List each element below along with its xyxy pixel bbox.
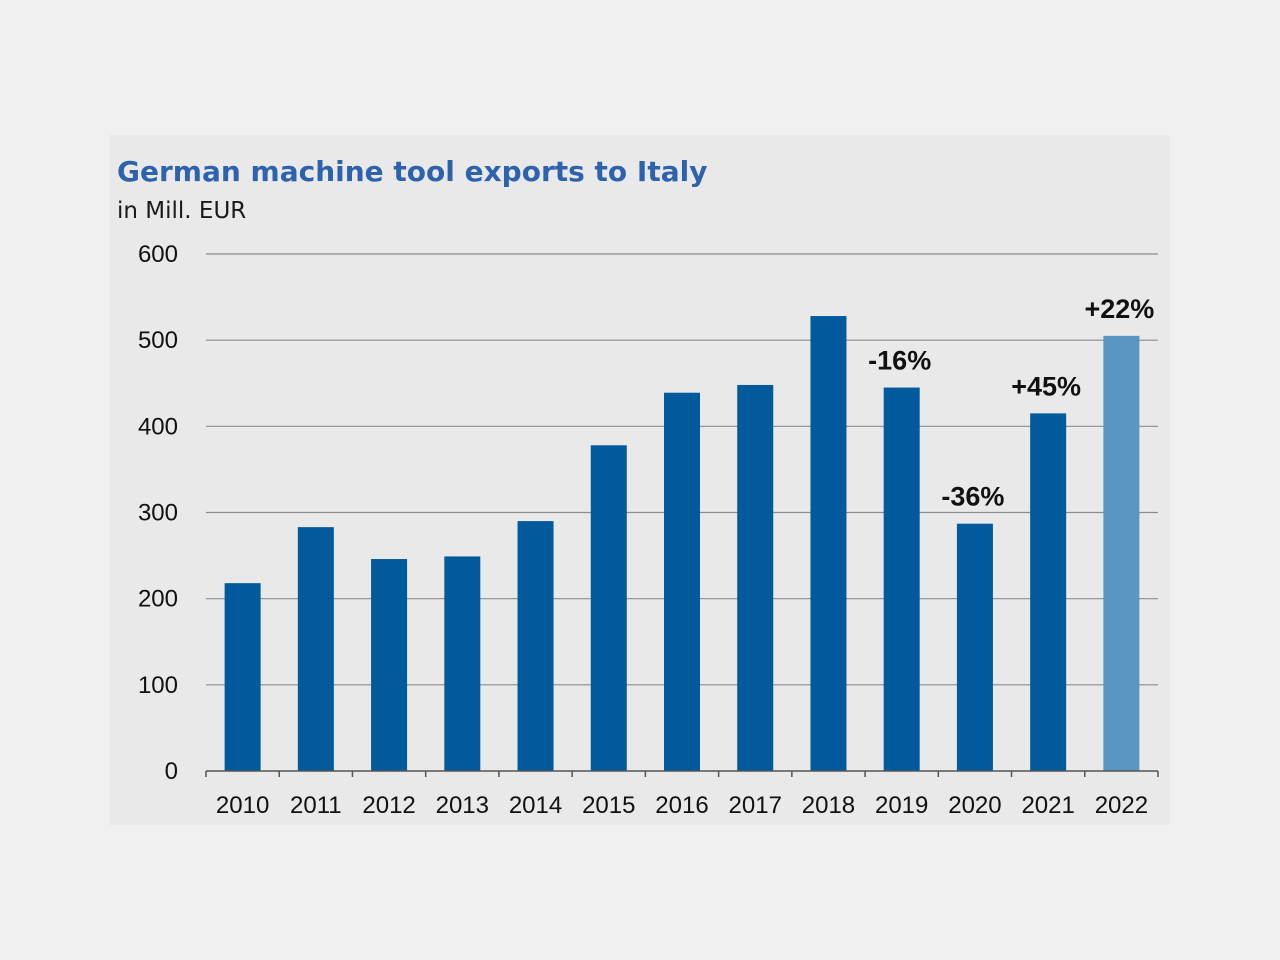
x-tick-label-2014: 2014: [509, 792, 562, 819]
y-tick-label-0: 0: [165, 758, 178, 785]
data-labels: -16% -36% +45% +22%: [868, 294, 1154, 512]
x-tick-label-2013: 2013: [436, 792, 489, 819]
x-axis: [205, 770, 1159, 777]
data-label-2022: +22%: [1084, 294, 1154, 324]
x-tick-label-2018: 2018: [802, 792, 855, 819]
chart-panel: German machine tool exports to Italy in …: [109, 135, 1170, 825]
x-tick-label-2015: 2015: [582, 792, 635, 819]
bar-2013: [444, 556, 481, 771]
x-tick-label-2017: 2017: [729, 792, 782, 819]
bar-chart: 0 100 200 300 400 500 600 2010 2011 2012 2013 2014…: [138, 241, 1159, 819]
x-tick-label-2011: 2011: [290, 792, 342, 819]
x-tick-label-2020: 2020: [948, 792, 1001, 819]
y-tick-label-500: 500: [138, 327, 178, 354]
y-tick-label-600: 600: [138, 241, 178, 268]
y-tick-label-400: 400: [138, 413, 178, 440]
bar-2010: [224, 583, 261, 771]
x-tick-label-2022: 2022: [1095, 792, 1148, 819]
bars: [224, 316, 1140, 771]
y-axis-unit-label: in Mill. EUR: [117, 198, 247, 224]
chart-title: German machine tool exports to Italy: [117, 155, 708, 188]
bar-2016: [664, 392, 700, 771]
bar-2011: [297, 527, 334, 771]
x-axis-ticks: 2010 2011 2012 2013 2014 2015 2016 2017 2018 2019…: [216, 792, 1148, 819]
data-label-2021: +45%: [1011, 371, 1081, 401]
bar-2018: [810, 316, 847, 771]
bar-2014: [517, 521, 554, 771]
bar-2017: [737, 384, 774, 771]
bar-2012: [371, 559, 408, 771]
x-tick-label-2010: 2010: [216, 792, 269, 819]
bar-2022: [1103, 335, 1140, 771]
y-axis-ticks: 0 100 200 300 400 500 600: [138, 241, 178, 785]
bar-2019: [883, 387, 920, 771]
y-tick-label-300: 300: [138, 500, 178, 527]
data-label-2019: -16%: [868, 346, 931, 376]
x-tick-label-2012: 2012: [362, 792, 415, 819]
x-tick-label-2016: 2016: [655, 792, 708, 819]
y-tick-label-100: 100: [138, 672, 178, 699]
bar-2015: [590, 445, 627, 771]
y-tick-label-200: 200: [138, 586, 178, 613]
data-label-2020: -36%: [941, 482, 1004, 512]
x-tick-label-2019: 2019: [875, 792, 928, 819]
x-tick-label-2021: 2021: [1021, 792, 1074, 819]
bar-2020: [956, 523, 993, 771]
bar-2021: [1030, 413, 1067, 771]
